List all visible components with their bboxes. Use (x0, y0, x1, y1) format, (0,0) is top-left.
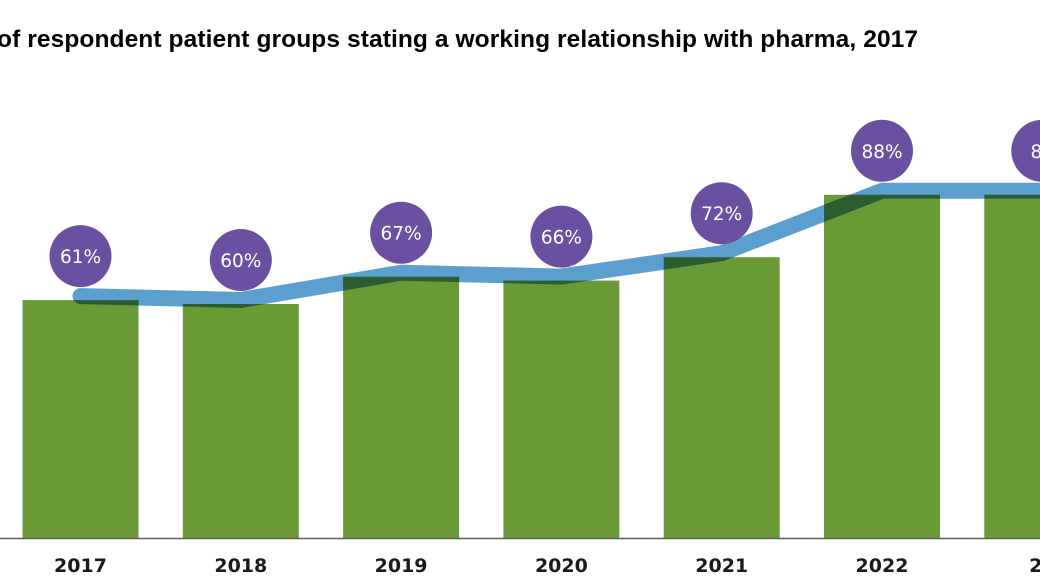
data-labels-group: 61% 60% 67% 66% 72% 88% 88 (49, 119, 1040, 291)
data-label-2017: 61% (60, 247, 101, 268)
x-axis-ticks-group: 2017 2018 2019 2020 2021 2022 20 (54, 555, 1040, 577)
trend-line-group (72, 182, 1040, 308)
x-tick-label-2019: 2019 (375, 555, 428, 577)
x-tick-label-2018: 2018 (214, 555, 267, 577)
data-label-bubble-2020 (530, 205, 593, 268)
bar-2022 (824, 194, 940, 539)
bar-2017 (22, 300, 139, 538)
x-tick-label-2020: 2020 (535, 555, 588, 577)
bar-2020 (503, 280, 620, 538)
x-tick-label-2017: 2017 (54, 555, 107, 577)
data-label-2022: 88% (861, 142, 902, 163)
data-label-bubble-2021 (690, 182, 753, 245)
bar-2019 (343, 276, 460, 538)
x-tick-label-20: 20 (1029, 555, 1040, 577)
bar-2021 (663, 257, 780, 538)
trend-line (72, 182, 1040, 308)
data-label-2021: 72% (701, 204, 742, 225)
bar-2018 (182, 304, 299, 538)
data-label-bubble-2019 (370, 201, 433, 264)
bar-20 (984, 194, 1040, 539)
data-label-2018: 60% (220, 251, 261, 272)
data-label-2019: 67% (381, 224, 422, 245)
bars-group (22, 194, 1040, 539)
data-label-bubble-2022 (851, 119, 913, 182)
data-label-2020: 66% (541, 228, 582, 249)
chart-title: of respondent patient groups stating a w… (0, 26, 919, 53)
x-tick-label-2021: 2021 (695, 555, 748, 577)
data-label-bubble-2018 (209, 229, 272, 291)
data-label-bubble-20 (1011, 119, 1040, 182)
data-label-bubble-2017 (49, 225, 112, 288)
data-label-20: 88 (1031, 142, 1040, 163)
x-tick-label-2022: 2022 (856, 555, 909, 577)
